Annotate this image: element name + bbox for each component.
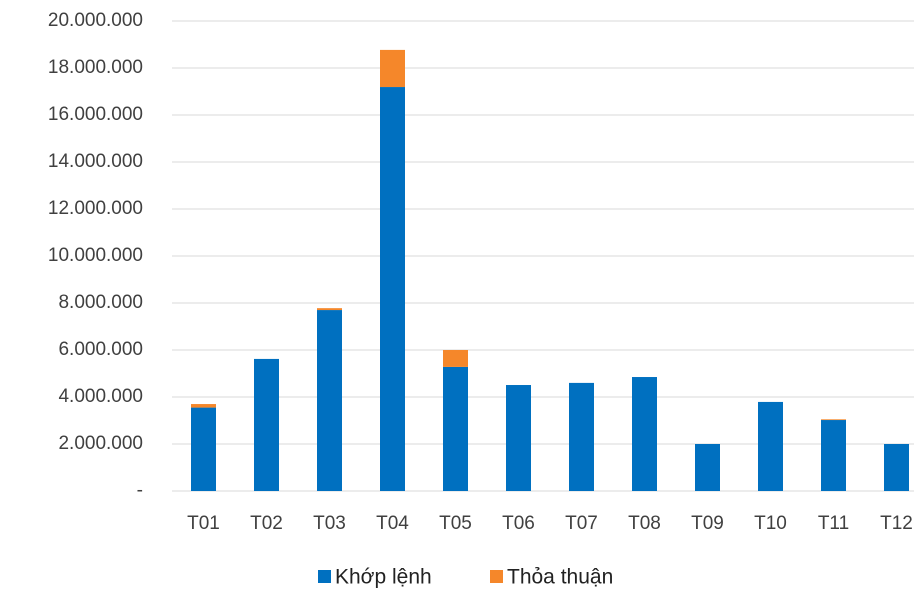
x-tick-label: T09 <box>691 513 724 534</box>
y-tick-label: 20.000.000 <box>48 10 143 31</box>
x-tick-label: T12 <box>880 513 913 534</box>
bar-segment <box>191 407 216 491</box>
bar-segment <box>317 310 342 491</box>
y-tick-label: 14.000.000 <box>48 151 143 172</box>
legend-swatch <box>490 570 503 583</box>
y-tick-label: - <box>137 480 143 501</box>
y-tick-label: 6.000.000 <box>58 339 143 360</box>
x-tick-label: T10 <box>754 513 787 534</box>
x-tick-label: T06 <box>502 513 535 534</box>
x-tick-label: T05 <box>439 513 472 534</box>
bar-segment <box>569 382 594 491</box>
y-tick-label: 12.000.000 <box>48 198 143 219</box>
bar-segment <box>632 377 657 491</box>
y-tick-label: 2.000.000 <box>58 433 143 454</box>
y-tick-label: 4.000.000 <box>58 386 143 407</box>
x-tick-label: T02 <box>250 513 283 534</box>
bar-segment <box>821 419 846 421</box>
bar-segment <box>380 49 405 88</box>
bar-segment <box>380 87 405 491</box>
bar-segment <box>254 358 279 491</box>
x-tick-label: T03 <box>313 513 346 534</box>
bar-segment <box>443 366 468 491</box>
y-tick-label: 18.000.000 <box>48 57 143 78</box>
x-tick-label: T11 <box>818 513 849 534</box>
x-tick-label: T07 <box>565 513 598 534</box>
bar-segment <box>884 444 909 491</box>
bar-segment <box>506 385 531 491</box>
y-tick-label: 16.000.000 <box>48 104 143 125</box>
bar-segment <box>443 350 468 367</box>
bar-segment <box>695 444 720 491</box>
bar-segment <box>758 401 783 491</box>
x-tick-label: T08 <box>628 513 661 534</box>
bar-segment <box>191 404 216 408</box>
bar-segment <box>821 420 846 491</box>
x-tick-label: T04 <box>376 513 409 534</box>
y-tick-label: 8.000.000 <box>58 292 143 313</box>
legend-label: Khớp lệnh <box>335 566 432 589</box>
legend-swatch <box>318 570 331 583</box>
x-tick-label: T01 <box>187 513 220 534</box>
bar-segment <box>317 308 342 311</box>
legend-label: Thỏa thuận <box>507 566 613 589</box>
y-tick-label: 10.000.000 <box>48 245 143 266</box>
